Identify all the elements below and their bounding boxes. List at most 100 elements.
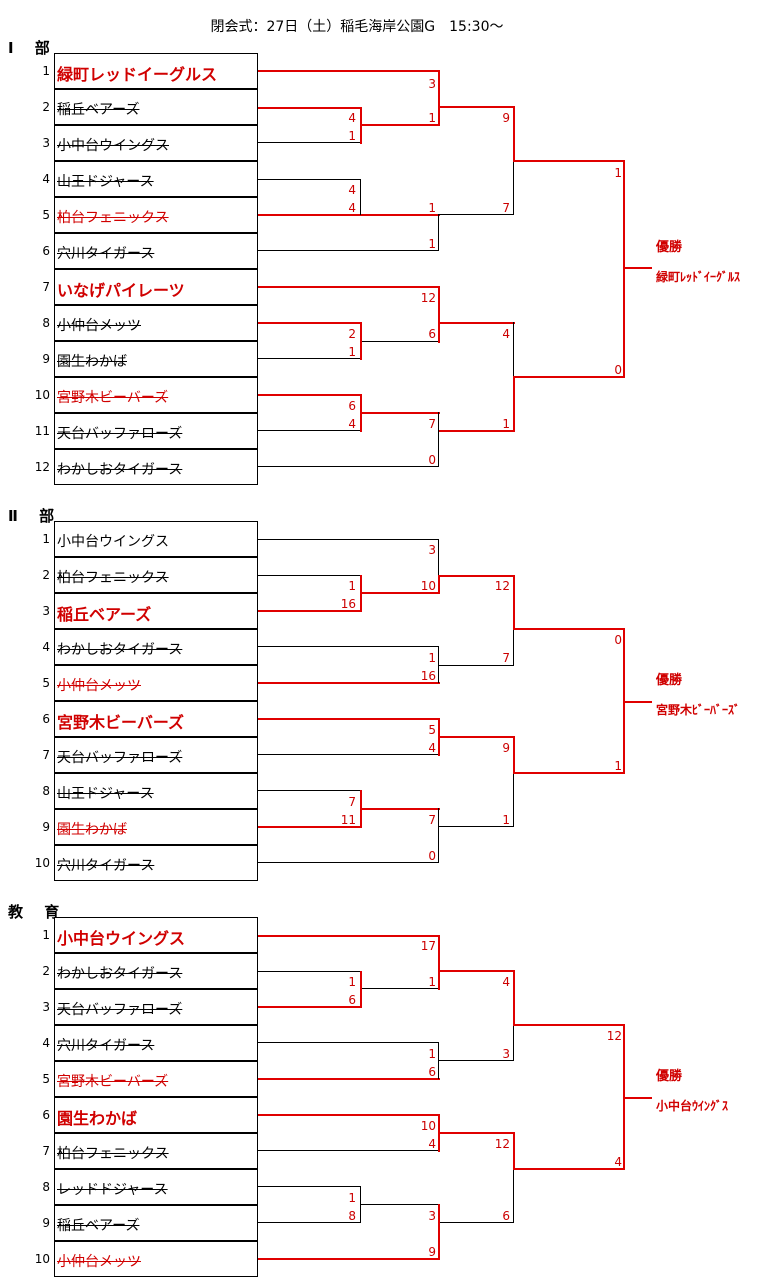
champion-block: 優勝 緑町ﾚｯﾄﾞｲｰｸﾞﾙｽ <box>656 236 740 285</box>
team-slot: 天台バッファローズ <box>54 737 258 773</box>
bracket-line <box>513 575 515 630</box>
team-name: 小仲台メッツ <box>57 1254 141 1270</box>
bracket-line <box>513 1168 625 1170</box>
section-1-label: Ⅰ 部 <box>8 39 58 57</box>
score-label: 1 <box>614 166 622 180</box>
team-slot: 園生わかば <box>54 341 258 377</box>
bracket-line <box>360 988 439 989</box>
team-name: 宮野木ビーバーズ <box>57 713 185 732</box>
score-label: 1 <box>502 813 510 827</box>
bracket-line <box>360 971 362 1008</box>
score-label: 4 <box>614 1155 622 1169</box>
bracket-line <box>438 665 514 666</box>
bracket-line <box>258 826 362 828</box>
bracket-line <box>438 214 439 251</box>
bracket-line <box>258 70 440 72</box>
team-seed: 5 <box>42 676 50 690</box>
bracket-line <box>513 106 515 162</box>
champion-label: 優勝 <box>656 1069 683 1084</box>
bracket-line <box>438 1222 514 1223</box>
score-label: 7 <box>502 651 510 665</box>
score-label: 7 <box>502 201 510 215</box>
score-label: 4 <box>502 327 510 341</box>
team-name: いなげパイレーツ <box>57 281 185 300</box>
team-slot: 柏台フェニックス <box>54 557 258 593</box>
score-label: 4 <box>428 741 436 755</box>
bracket-line <box>438 970 515 972</box>
bracket-line <box>438 322 515 324</box>
bracket-line <box>258 1006 362 1008</box>
score-label: 10 <box>420 579 436 593</box>
bracket-line <box>623 160 625 378</box>
bracket-line <box>513 1132 515 1170</box>
team-slot: 宮野木ビーバーズ <box>54 1061 258 1097</box>
score-label: 1 <box>348 129 356 143</box>
score-label: 6 <box>502 1209 510 1223</box>
bracket-line <box>360 124 440 126</box>
bracket-line <box>258 1150 439 1151</box>
bracket-line <box>513 160 625 162</box>
team-seed: 9 <box>42 352 50 366</box>
team-name: 柏台フェニックス <box>57 210 169 226</box>
score-label: 7 <box>428 813 436 827</box>
team-slot: 小仲台メッツ <box>54 1241 258 1277</box>
bracket-line <box>360 592 440 594</box>
team-seed: 6 <box>42 244 50 258</box>
bracket-line <box>360 412 440 414</box>
bracket-line <box>360 1186 361 1223</box>
section-3-label: 教 育 <box>8 903 68 921</box>
bracket-line <box>258 754 439 755</box>
team-name: 園生わかば <box>57 354 127 370</box>
score-label: 9 <box>428 1245 436 1259</box>
score-label: 12 <box>420 291 436 305</box>
bracket-line <box>513 1132 514 1223</box>
score-label: 1 <box>614 759 622 773</box>
team-slot: 小中台ウイングス <box>54 125 258 161</box>
team-name: わかしおタイガース <box>57 462 183 478</box>
champion-label: 優勝 <box>656 673 683 688</box>
bracket-line <box>513 772 625 774</box>
champion-block: 優勝 小中台ｳｲﾝｸﾞｽ <box>656 1065 728 1114</box>
team-name: 園生わかば <box>57 1109 138 1128</box>
team-name: 緑町レッドイーグルス <box>57 65 218 84</box>
score-label: 1 <box>348 345 356 359</box>
team-slot: 穴川タイガース <box>54 1025 258 1061</box>
bracket-line <box>623 1024 625 1170</box>
score-label: 7 <box>428 417 436 431</box>
bracket-line <box>258 971 361 972</box>
bracket-line <box>258 575 361 576</box>
score-label: 7 <box>348 795 356 809</box>
bracket-line <box>258 1222 361 1223</box>
team-seed: 8 <box>42 316 50 330</box>
bracket-line <box>360 394 362 432</box>
team-slot: 宮野木ビーバーズ <box>54 701 258 737</box>
score-label: 0 <box>614 363 622 377</box>
team-slot: 穴川タイガース <box>54 233 258 269</box>
score-label: 1 <box>348 1191 356 1205</box>
score-label: 1 <box>428 237 436 251</box>
champion-label: 優勝 <box>656 240 683 255</box>
team-seed: 11 <box>34 424 50 438</box>
team-seed: 7 <box>42 280 50 294</box>
bracket-line <box>258 862 439 863</box>
bracket-line <box>258 179 361 180</box>
bracket-line <box>438 539 439 593</box>
score-label: 16 <box>420 669 436 683</box>
bracket-line <box>438 430 515 432</box>
bracket-line <box>258 142 361 143</box>
bracket-line <box>438 106 515 108</box>
team-name: 小中台ウイングス <box>57 534 169 550</box>
score-label: 4 <box>428 1137 436 1151</box>
bracket-line <box>258 1186 361 1187</box>
score-label: 16 <box>340 597 356 611</box>
bracket-line <box>438 70 440 126</box>
bracket-line <box>513 376 515 432</box>
team-name: 小中台ウイングス <box>57 138 169 154</box>
team-seed: 3 <box>42 136 50 150</box>
team-name: 穴川タイガース <box>57 246 155 262</box>
team-slot: 園生わかば <box>54 809 258 845</box>
bracket-line <box>258 394 362 396</box>
score-label: 6 <box>428 1065 436 1079</box>
bracket-line <box>438 1114 440 1152</box>
team-slot: 小中台ウイングス <box>54 917 258 953</box>
